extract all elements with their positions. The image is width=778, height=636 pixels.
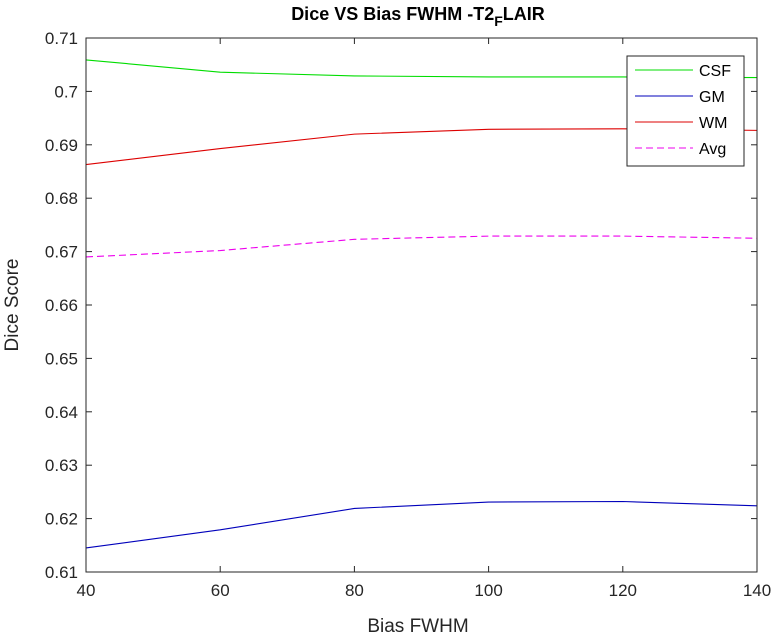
x-tick-label: 120 <box>609 581 637 600</box>
y-tick-label: 0.65 <box>45 349 78 368</box>
series-line-avg <box>85 235 758 258</box>
y-tick-label: 0.69 <box>45 136 78 155</box>
series-line-gm <box>85 500 758 549</box>
legend-label-wm: WM <box>699 115 727 132</box>
y-axis-label: Dice Score <box>2 259 23 352</box>
chart-title: Dice VS Bias FWHM -T2FLAIR <box>291 4 545 29</box>
legend-label-avg: Avg <box>699 141 726 158</box>
x-tick-label: 140 <box>743 581 771 600</box>
y-tick-label: 0.66 <box>45 296 78 315</box>
y-tick-label: 0.64 <box>45 403 78 422</box>
legend: CSF GM WM Avg <box>626 55 745 167</box>
x-axis-label: Bias FWHM <box>367 616 468 636</box>
y-tick-label: 0.7 <box>54 82 78 101</box>
x-tick-label: 60 <box>211 581 230 600</box>
y-tick-label: 0.71 <box>45 29 78 48</box>
y-tick-label: 0.62 <box>45 510 78 529</box>
y-tick-label: 0.67 <box>45 243 78 262</box>
x-tick-label: 80 <box>345 581 364 600</box>
y-tick-label: 0.63 <box>45 456 78 475</box>
y-tick-label: 0.68 <box>45 189 78 208</box>
legend-label-gm: GM <box>699 89 725 106</box>
x-tick-label: 100 <box>474 581 502 600</box>
legend-label-csf: CSF <box>699 63 731 80</box>
x-tick-label: 40 <box>77 581 96 600</box>
y-tick-label: 0.61 <box>45 563 78 582</box>
